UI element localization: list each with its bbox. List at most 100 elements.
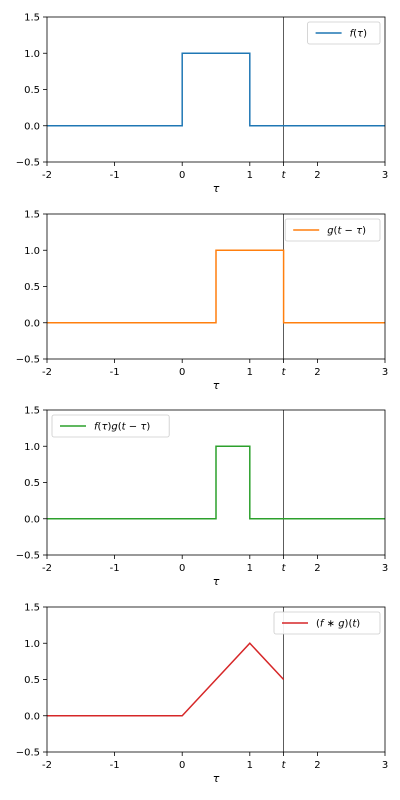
x-tick-label: 3: [382, 563, 388, 574]
label-text-run: (: [334, 226, 338, 237]
y-tick-label: 1.0: [24, 442, 40, 453]
y-tick-label: 0.0: [24, 318, 40, 329]
label-text-run: τ: [140, 422, 147, 433]
legend-label: f(τ): [350, 29, 367, 40]
axes-frame: [46, 606, 386, 753]
y-tick-label: −0.5: [16, 748, 40, 759]
x-tick-label: 2: [314, 170, 320, 181]
legend-label: g(t − τ): [327, 226, 366, 237]
x-tick-label: 1: [247, 563, 253, 574]
x-tick-label: 3: [382, 170, 388, 181]
x-tick-label: 1: [247, 367, 253, 378]
label-text-run: −: [341, 226, 356, 237]
x-tick-label: 3: [382, 367, 388, 378]
label-text-run: f: [320, 619, 325, 630]
y-tick-label: 1.0: [24, 639, 40, 650]
y-tick-label: −0.5: [16, 158, 40, 169]
label-text-run: f: [94, 422, 99, 433]
label-text-run: τ: [101, 422, 108, 433]
label-text-run: f: [350, 29, 355, 40]
legend: f(τ)g(t − τ): [51, 414, 170, 438]
legend-box: [284, 218, 381, 242]
series-line-1: [47, 445, 385, 520]
legend-box: [273, 611, 381, 635]
y-tick-label: 1.0: [24, 246, 40, 257]
x-tick-label: 0: [179, 563, 185, 574]
series-line-1: [47, 52, 385, 127]
legend: f(τ): [307, 21, 381, 45]
legend: g(t − τ): [284, 218, 381, 242]
series-line-1: [47, 249, 385, 324]
label-text-run: (: [353, 29, 357, 40]
label-text-run: ): [356, 619, 360, 630]
y-tick-label: 0.5: [24, 282, 40, 293]
label-text-run: ): [362, 226, 366, 237]
y-tick-label: 0.0: [24, 514, 40, 525]
label-text-run: )(: [345, 619, 353, 630]
x-tick-label: -1: [110, 563, 120, 574]
x-tick-label: -2: [42, 563, 52, 574]
y-tick-label: −0.5: [16, 551, 40, 562]
legend-box: [307, 21, 381, 45]
t-marker-label: t: [282, 563, 287, 574]
label-text-run: ): [146, 422, 150, 433]
label-text-run: ): [363, 29, 367, 40]
x-tick-label: 0: [179, 760, 185, 771]
y-tick-label: 1.5: [24, 406, 40, 417]
y-tick-label: 1.5: [24, 603, 40, 614]
x-axis-label: τ: [213, 575, 220, 588]
label-text-run: (: [98, 422, 102, 433]
y-tick-label: 1.0: [24, 49, 40, 60]
x-tick-label: 3: [382, 760, 388, 771]
y-tick-label: 0.0: [24, 121, 40, 132]
axes-frame: [46, 213, 386, 360]
y-tick-label: 0.0: [24, 711, 40, 722]
y-tick-label: 0.5: [24, 478, 40, 489]
x-tick-label: -1: [110, 170, 120, 181]
x-tick-label: -1: [110, 760, 120, 771]
axes-frame: [46, 16, 386, 163]
t-marker-label: t: [282, 367, 287, 378]
label-text-run: −: [126, 422, 141, 433]
x-axis-label: τ: [213, 772, 220, 785]
y-tick-label: 1.5: [24, 13, 40, 24]
axes-frame: [46, 409, 386, 556]
label-text-run: g: [111, 422, 117, 433]
legend-box: [51, 414, 170, 438]
subplot-4: −0.50.00.51.01.5-2 -1 0 1 2 3tτ(f ∗ g)(t): [16, 603, 388, 786]
x-tick-label: 1: [247, 170, 253, 181]
y-tick-label: −0.5: [16, 355, 40, 366]
x-tick-label: 0: [179, 170, 185, 181]
legend-label: f(τ)g(t − τ): [94, 422, 150, 433]
x-tick-label: -2: [42, 760, 52, 771]
legend: (f ∗ g)(t): [273, 611, 381, 635]
y-tick-label: 0.5: [24, 85, 40, 96]
legend-label: (f ∗ g)(t): [316, 619, 360, 630]
label-text-run: t: [337, 226, 342, 237]
label-text-run: ): [107, 422, 111, 433]
x-tick-label: 0: [179, 367, 185, 378]
label-text-run: τ: [356, 226, 363, 237]
label-text-run: t: [352, 619, 357, 630]
label-text-run: g: [338, 619, 344, 630]
label-text-run: t: [122, 422, 127, 433]
label-text-run: ∗: [323, 619, 338, 630]
x-tick-label: 1: [247, 760, 253, 771]
y-tick-label: 1.5: [24, 210, 40, 221]
t-marker-label: t: [282, 760, 287, 771]
y-tick-label: 0.5: [24, 675, 40, 686]
label-text-run: τ: [357, 29, 364, 40]
x-tick-label: -2: [42, 170, 52, 181]
x-axis-label: τ: [213, 182, 220, 195]
x-tick-label: 2: [314, 563, 320, 574]
label-text-run: (: [316, 619, 320, 630]
x-tick-label: -1: [110, 367, 120, 378]
x-axis-label: τ: [213, 379, 220, 392]
x-tick-label: 2: [314, 760, 320, 771]
label-text-run: g: [327, 226, 333, 237]
x-tick-label: 2: [314, 367, 320, 378]
